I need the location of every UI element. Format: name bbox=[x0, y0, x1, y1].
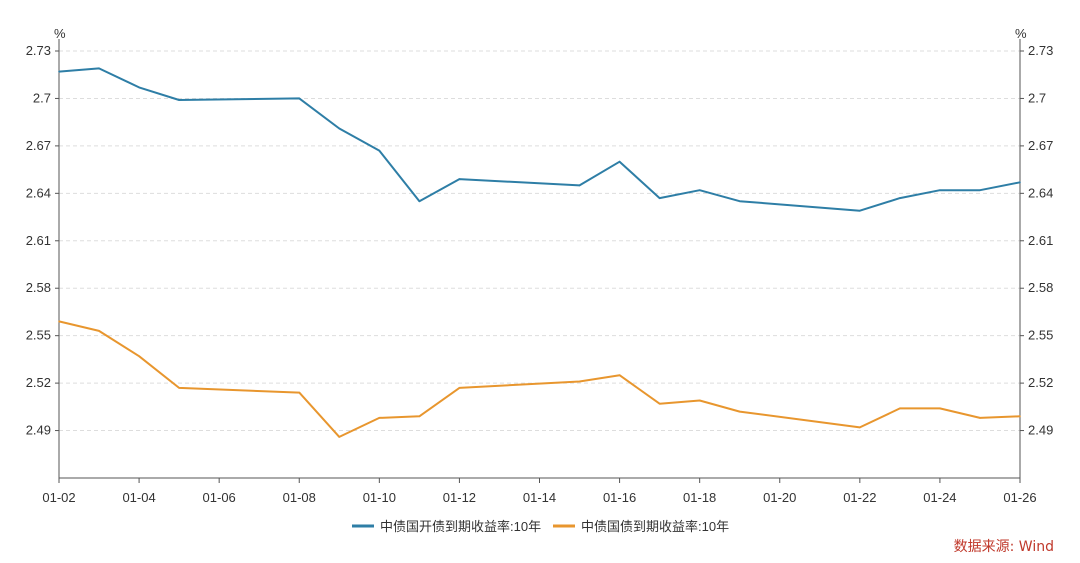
y-axis-right-unit: % bbox=[1015, 26, 1027, 41]
x-tick-label: 01-04 bbox=[122, 490, 155, 505]
series-line-2 bbox=[58, 320, 1021, 438]
series-1-point bbox=[698, 189, 701, 191]
series-1-point bbox=[738, 200, 741, 203]
series-1-point bbox=[618, 160, 621, 163]
series-2-point bbox=[859, 426, 861, 429]
x-tick-label: 01-02 bbox=[42, 490, 75, 505]
series-2-point bbox=[378, 417, 381, 419]
y-tick-label-left: 2.49 bbox=[26, 423, 51, 438]
x-tick-label: 01-08 bbox=[283, 490, 316, 505]
series-1-point bbox=[418, 200, 421, 203]
y-tick-label-right: 2.52 bbox=[1028, 375, 1053, 390]
data-source-note: 数据来源: Wind bbox=[953, 539, 1054, 555]
y-tick-label-left: 2.52 bbox=[26, 375, 51, 390]
series-2-point bbox=[658, 402, 661, 405]
series-2-point bbox=[618, 374, 621, 377]
series-1-point bbox=[138, 86, 140, 89]
y-tick-label-left: 2.67 bbox=[26, 138, 51, 153]
series-2-point bbox=[578, 380, 581, 383]
x-tick-label: 01-22 bbox=[843, 490, 876, 505]
y-tick-label-right: 2.64 bbox=[1028, 185, 1053, 200]
x-axis-ticks: 01-02 01-04 01-06 01-08 01-10 01-12 01-14 01-16… bbox=[42, 478, 1037, 505]
legend-label-series-2: 中债国债到期收益率:10年 bbox=[581, 519, 729, 534]
series-1-point bbox=[979, 189, 981, 191]
y-tick-label-left: 2.73 bbox=[26, 43, 51, 58]
series-2-point bbox=[738, 410, 741, 413]
y-tick-label-left: 2.7 bbox=[33, 90, 51, 105]
series-line-1 bbox=[58, 67, 1021, 212]
x-tick-label: 01-12 bbox=[443, 490, 476, 505]
x-tick-label: 01-20 bbox=[763, 490, 796, 505]
y-tick-label-right: 2.61 bbox=[1028, 233, 1053, 248]
series-1-point bbox=[859, 209, 861, 212]
y-tick-label-left: 2.58 bbox=[26, 280, 51, 295]
series-2-point bbox=[458, 387, 461, 389]
series-2-point bbox=[98, 330, 100, 332]
series-2-point bbox=[698, 399, 701, 402]
series-1-point bbox=[578, 184, 581, 187]
series-2-point bbox=[418, 415, 421, 418]
series-1-point bbox=[178, 99, 180, 101]
y-axis-left-unit: % bbox=[54, 26, 66, 41]
series-2-point bbox=[58, 320, 60, 323]
y-tick-label-left: 2.64 bbox=[26, 185, 51, 200]
y-axis-right-ticks: 2.49 2.52 2.55 2.58 2.61 2.64 2.67 2.7 2.73 bbox=[1020, 43, 1053, 438]
series-1-point bbox=[458, 178, 461, 180]
y-tick-label-right: 2.49 bbox=[1028, 423, 1053, 438]
y-tick-label-right: 2.67 bbox=[1028, 138, 1053, 153]
x-tick-label: 01-10 bbox=[363, 490, 396, 505]
series-1-point bbox=[378, 149, 381, 152]
y-tick-label-right: 2.73 bbox=[1028, 43, 1053, 58]
y-axis-left-ticks: 2.49 2.52 2.55 2.58 2.61 2.64 2.67 2.7 2.73 bbox=[26, 43, 59, 438]
y-tick-label-left: 2.61 bbox=[26, 233, 51, 248]
series-2-point bbox=[178, 387, 180, 389]
series-1-point bbox=[298, 97, 301, 100]
series-2-point bbox=[298, 391, 301, 394]
x-tick-label: 01-18 bbox=[683, 490, 716, 505]
series-1-point bbox=[58, 70, 60, 73]
series-2-point bbox=[979, 417, 981, 419]
y-tick-label-right: 2.55 bbox=[1028, 328, 1053, 343]
y-tick-label-left: 2.55 bbox=[26, 328, 51, 343]
series-1-point bbox=[1019, 181, 1021, 184]
x-tick-label: 01-24 bbox=[923, 490, 956, 505]
series-1-point bbox=[939, 189, 941, 191]
x-tick-label: 01-06 bbox=[203, 490, 236, 505]
x-tick-label: 01-26 bbox=[1003, 490, 1036, 505]
grid-lines bbox=[59, 50, 1020, 432]
series-1-point bbox=[899, 197, 901, 199]
series-1-point bbox=[338, 127, 341, 130]
y-tick-label-right: 2.7 bbox=[1028, 90, 1046, 105]
series-2-point bbox=[138, 355, 140, 358]
axes bbox=[58, 39, 1021, 479]
legend-label-series-1: 中债国开债到期收益率:10年 bbox=[380, 519, 541, 534]
series-lines bbox=[58, 67, 1021, 438]
x-tick-label: 01-16 bbox=[603, 490, 636, 505]
series-2-point bbox=[899, 407, 901, 410]
series-2-point bbox=[338, 436, 341, 438]
series-1-point bbox=[98, 67, 100, 70]
series-2-point bbox=[1019, 415, 1021, 418]
y-tick-label-right: 2.58 bbox=[1028, 280, 1053, 295]
x-tick-label: 01-14 bbox=[523, 490, 556, 505]
legend: 中债国开债到期收益率:10年 中债国债到期收益率:10年 bbox=[352, 519, 729, 534]
series-2-point bbox=[939, 407, 941, 410]
series-1-point bbox=[658, 197, 661, 199]
